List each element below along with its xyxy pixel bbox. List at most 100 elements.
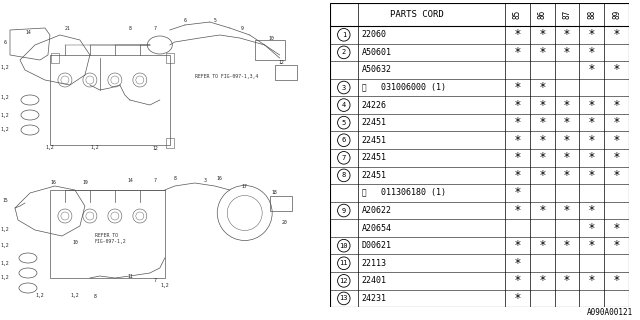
Text: *: * [589, 274, 595, 287]
Text: 24231: 24231 [362, 294, 387, 303]
Text: *: * [539, 151, 545, 164]
Text: *: * [589, 46, 595, 59]
Text: 17: 17 [242, 183, 248, 188]
Text: *: * [515, 257, 520, 270]
Text: 3: 3 [204, 178, 206, 182]
Text: 24226: 24226 [362, 100, 387, 109]
Text: 7: 7 [342, 155, 346, 161]
Text: 12: 12 [152, 146, 157, 150]
Text: PARTS CORD: PARTS CORD [390, 10, 444, 19]
Text: 10: 10 [72, 241, 78, 245]
Text: *: * [589, 63, 595, 76]
Text: *: * [515, 116, 520, 129]
Text: *: * [515, 28, 520, 41]
Text: 22451: 22451 [362, 153, 387, 162]
Text: 11: 11 [127, 274, 132, 278]
Text: *: * [614, 63, 620, 76]
Text: 1: 1 [342, 32, 346, 38]
Text: 1,2: 1,2 [161, 284, 169, 289]
Text: 1,2: 1,2 [1, 113, 10, 117]
Text: *: * [564, 239, 570, 252]
Text: *: * [564, 169, 570, 182]
Text: 1,2: 1,2 [45, 146, 54, 150]
Text: REFER TO
FIG-097-1,2: REFER TO FIG-097-1,2 [95, 233, 127, 244]
Text: 22451: 22451 [362, 136, 387, 145]
Text: *: * [614, 28, 620, 41]
Text: *: * [539, 169, 545, 182]
Text: 22451: 22451 [362, 171, 387, 180]
Text: *: * [515, 169, 520, 182]
Text: *: * [539, 274, 545, 287]
Text: *: * [539, 28, 545, 41]
Text: *: * [589, 222, 595, 235]
Text: 8: 8 [93, 293, 97, 299]
Bar [255, 40, 285, 60]
Text: 10: 10 [340, 243, 348, 249]
Text: *: * [564, 134, 570, 147]
Text: A090A00121: A090A00121 [588, 308, 634, 317]
Text: *: * [589, 204, 595, 217]
Text: *: * [539, 239, 545, 252]
Text: *: * [614, 274, 620, 287]
Text: *: * [564, 151, 570, 164]
Text: 13: 13 [340, 295, 348, 301]
Text: *: * [564, 46, 570, 59]
Text: *: * [539, 99, 545, 112]
Text: 1,2: 1,2 [1, 127, 10, 132]
Text: *: * [614, 99, 620, 112]
Text: *: * [515, 151, 520, 164]
Text: *: * [515, 292, 520, 305]
Text: *: * [564, 28, 570, 41]
Text: *: * [589, 151, 595, 164]
Text: 18: 18 [272, 190, 278, 196]
Text: 7: 7 [154, 277, 156, 283]
Text: 5: 5 [342, 120, 346, 126]
Text: A20654: A20654 [362, 224, 392, 233]
Text: Ⓑ: Ⓑ [362, 188, 366, 197]
Text: *: * [539, 46, 545, 59]
Text: *: * [515, 46, 520, 59]
Text: 3: 3 [342, 84, 346, 91]
Text: *: * [539, 134, 545, 147]
Text: *: * [564, 204, 570, 217]
Text: 7: 7 [154, 26, 156, 30]
Text: *: * [589, 134, 595, 147]
Text: 6: 6 [183, 18, 186, 22]
Text: 1,2: 1,2 [1, 260, 10, 266]
Text: 9: 9 [342, 208, 346, 213]
Text: 20: 20 [282, 220, 287, 226]
Text: 19: 19 [82, 180, 88, 186]
Text: 8: 8 [173, 175, 176, 180]
Text: *: * [515, 81, 520, 94]
Text: 1,2: 1,2 [70, 293, 79, 299]
Text: *: * [515, 134, 520, 147]
Text: 031006000 (1): 031006000 (1) [381, 83, 446, 92]
Text: 12: 12 [279, 60, 285, 65]
Text: 4: 4 [342, 102, 346, 108]
Bar [50, 55, 170, 145]
Text: *: * [539, 204, 545, 217]
Text: 11: 11 [340, 260, 348, 266]
Text: 011306180 (1): 011306180 (1) [381, 188, 446, 197]
Text: 10: 10 [269, 36, 275, 41]
Text: *: * [589, 239, 595, 252]
Text: 5: 5 [213, 18, 216, 22]
Text: 6: 6 [342, 137, 346, 143]
Text: 8: 8 [129, 26, 131, 30]
Text: *: * [589, 99, 595, 112]
Text: 1,2: 1,2 [36, 293, 44, 299]
Text: *: * [515, 99, 520, 112]
Text: 15: 15 [2, 197, 8, 203]
Text: 2: 2 [342, 49, 346, 55]
Text: 21: 21 [65, 26, 71, 30]
Text: 14: 14 [25, 29, 31, 35]
Text: 22451: 22451 [362, 118, 387, 127]
Text: *: * [564, 99, 570, 112]
Text: 16: 16 [217, 175, 223, 180]
Text: *: * [614, 169, 620, 182]
Text: *: * [515, 274, 520, 287]
Text: *: * [614, 239, 620, 252]
Text: 8: 8 [342, 172, 346, 178]
Text: Ⓦ: Ⓦ [362, 83, 366, 92]
Text: 16: 16 [50, 180, 56, 186]
